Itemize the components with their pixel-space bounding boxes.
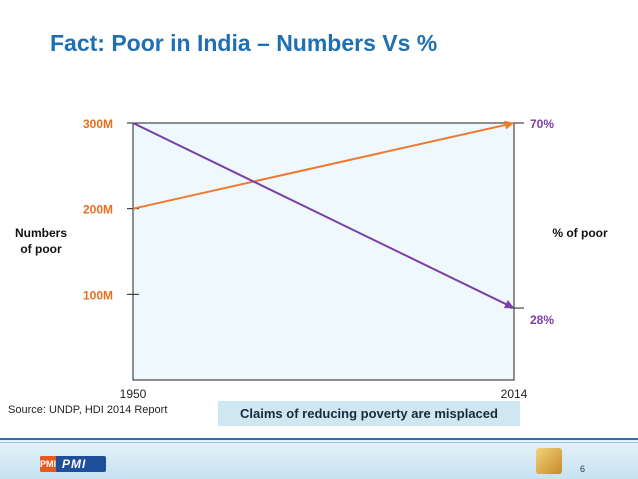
left-tick-label-2: 100M bbox=[83, 288, 113, 302]
chapter-badge-icon bbox=[536, 448, 562, 474]
left-axis-title-line-0: Numbers bbox=[15, 226, 67, 240]
series-arrowhead-numbers bbox=[504, 120, 514, 130]
right-value-label-1: 28% bbox=[530, 313, 554, 327]
page-number: 6 bbox=[580, 464, 586, 474]
right-axis-title: % of poor bbox=[552, 226, 608, 240]
left-axis-title-line-1: of poor bbox=[20, 242, 62, 256]
slide-title: Fact: Poor in India – Numbers Vs % bbox=[50, 30, 438, 56]
footer-divider-secondary bbox=[0, 442, 638, 443]
x-tick-label-1: 2014 bbox=[501, 387, 528, 400]
series-line-percent bbox=[132, 122, 515, 309]
footer: PMI PMI 6 bbox=[0, 430, 638, 479]
plot-area bbox=[132, 122, 515, 381]
source-note: Source: UNDP, HDI 2014 Report bbox=[8, 404, 168, 416]
chart: 300M 200M 100M 1950 2014 Numbers of poor % of p… bbox=[15, 117, 608, 400]
right-value-label-0: 70% bbox=[530, 117, 554, 131]
left-tick-label-1: 200M bbox=[83, 203, 113, 217]
pmi-logo: PMI PMI bbox=[40, 456, 106, 472]
pmi-logo-mark: PMI bbox=[40, 456, 56, 472]
pmi-logo-text: PMI bbox=[62, 457, 87, 471]
left-tick-label-0: 300M bbox=[83, 117, 113, 131]
x-tick-label-0: 1950 bbox=[120, 387, 147, 400]
series-arrowhead-percent bbox=[503, 300, 514, 309]
claims-banner: Claims of reducing poverty are misplaced bbox=[218, 401, 520, 426]
series-line-numbers bbox=[132, 122, 515, 210]
footer-band bbox=[0, 439, 638, 479]
footer-divider bbox=[0, 438, 638, 440]
